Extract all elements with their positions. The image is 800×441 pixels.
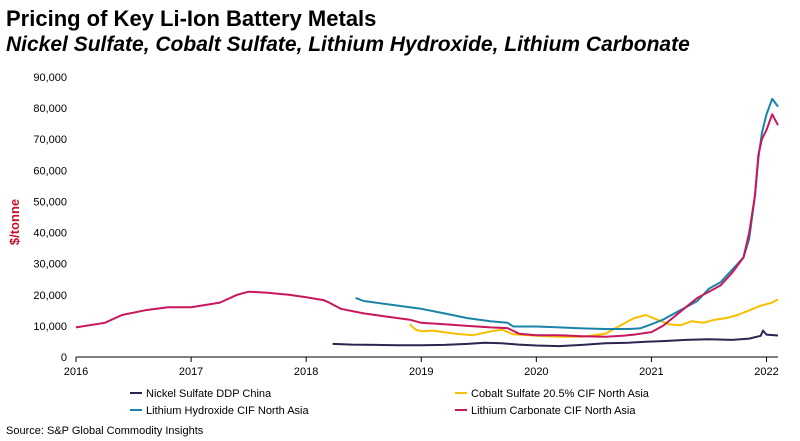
- series-layer: [75, 97, 779, 348]
- series-line-lithium-carbonate-cif-north-asia: [75, 113, 779, 338]
- legend-label: Lithium Carbonate CIF North Asia: [471, 405, 636, 417]
- y-tick-label: 40,000: [33, 228, 67, 240]
- y-tick-label: 60,000: [33, 165, 67, 177]
- y-tick-label: 20,000: [33, 290, 67, 302]
- series-line-nickel-sulfate-ddp-china: [332, 329, 779, 348]
- legend-label: Lithium Hydroxide CIF North Asia: [146, 405, 309, 417]
- x-tick-label: 2021: [639, 366, 663, 378]
- series-line-cobalt-sulfate-20-5-cif-north-asia: [409, 298, 779, 338]
- x-tick-label: 2019: [409, 366, 433, 378]
- legend: Nickel Sulfate DDP China Cobalt Sulfate 2…: [130, 388, 650, 417]
- y-tick-label: 0: [61, 352, 67, 364]
- series-line-lithium-hydroxide-cif-north-asia: [355, 97, 779, 330]
- x-tick-label: 2017: [179, 366, 203, 378]
- legend-label: Cobalt Sulfate 20.5% CIF North Asia: [471, 388, 650, 400]
- y-tick-label: 80,000: [33, 103, 67, 115]
- y-tick-label: 90,000: [33, 72, 67, 84]
- y-axis: 0 10,000 20,000 30,000 40,000 50,000 60,000 70,…: [33, 72, 67, 364]
- y-axis-label: $/tonne: [7, 199, 22, 245]
- y-tick-label: 10,000: [33, 321, 67, 333]
- source-note: Source: S&P Global Commodity Insights: [6, 425, 204, 437]
- chart-subtitle: Nickel Sulfate, Cobalt Sulfate, Lithium …: [6, 33, 690, 56]
- legend-label: Nickel Sulfate DDP China: [146, 388, 272, 400]
- y-tick-label: 50,000: [33, 196, 67, 208]
- y-tick-label: 70,000: [33, 134, 67, 146]
- y-tick-label: 30,000: [33, 259, 67, 271]
- x-tick-label: 2020: [524, 366, 548, 378]
- x-tick-label: 2016: [64, 366, 88, 378]
- x-axis: 2016 2017 2018 2019 2020 2021 2022: [64, 356, 779, 378]
- x-tick-label: 2022: [754, 366, 778, 378]
- chart-title: Pricing of Key Li-Ion Battery Metals: [6, 6, 377, 31]
- x-tick-label: 2018: [294, 366, 318, 378]
